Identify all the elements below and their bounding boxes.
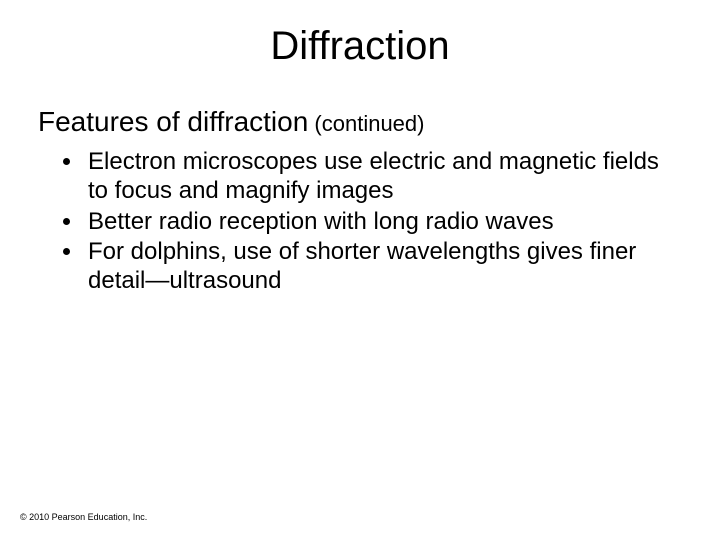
subtitle-continued: (continued)	[308, 111, 424, 136]
subtitle-main: Features of diffraction	[38, 106, 308, 137]
list-item: For dolphins, use of shorter wavelengths…	[84, 238, 660, 296]
bullet-list: Electron microscopes use electric and ma…	[60, 148, 660, 298]
slide-subtitle: Features of diffraction (continued)	[38, 106, 424, 138]
list-item: Electron microscopes use electric and ma…	[84, 148, 660, 206]
slide: Diffraction Features of diffraction (con…	[0, 0, 720, 540]
list-item: Better radio reception with long radio w…	[84, 208, 660, 237]
slide-title: Diffraction	[0, 24, 720, 69]
copyright-text: © 2010 Pearson Education, Inc.	[20, 512, 147, 522]
